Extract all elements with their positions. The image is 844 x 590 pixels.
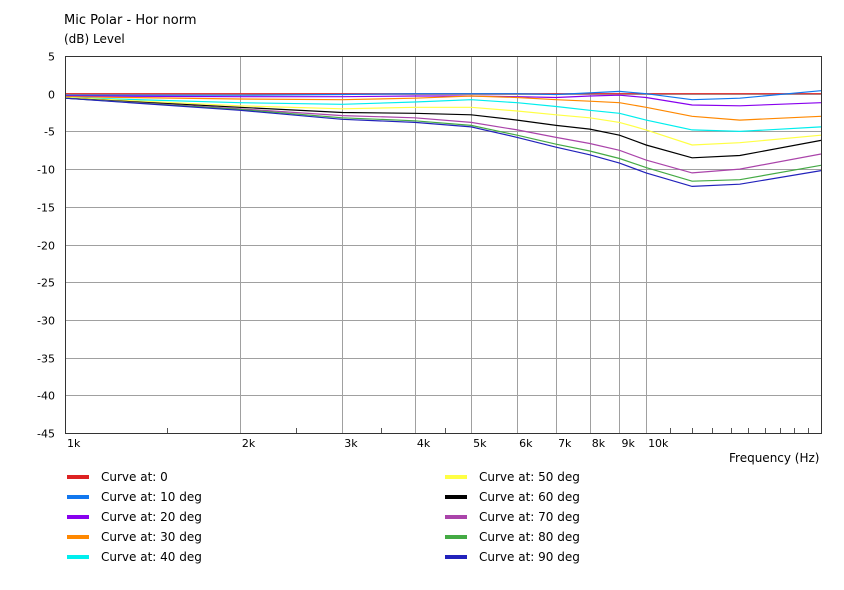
series-line-3 [64, 95, 822, 121]
x-tick-label: 10k [648, 437, 669, 450]
y-axis-label: (dB) Level [64, 32, 125, 46]
series-line-1 [65, 90, 822, 101]
series-group [64, 90, 822, 188]
x-tick-label: 8k [592, 437, 606, 450]
y-tick-label: -35 [37, 353, 55, 366]
y-tick-label: -5 [44, 126, 55, 139]
x-axis-label: Frequency (Hz) [729, 451, 820, 465]
y-tick-label: -40 [37, 390, 55, 403]
y-tick-label: 5 [48, 51, 55, 64]
grid [65, 56, 821, 434]
series-line-6 [64, 97, 822, 159]
x-tick-label: 6k [519, 437, 533, 450]
y-tick-label: 0 [48, 89, 55, 102]
y-tick-label: -15 [37, 202, 55, 215]
x-tick-label: 2k [242, 437, 256, 450]
x-tick-label: 7k [558, 437, 572, 450]
series-line-8 [64, 97, 822, 182]
x-tick-label: 9k [621, 437, 635, 450]
series-line-7 [64, 97, 822, 174]
x-tick-label: 1k [67, 437, 81, 450]
y-tick-label: -10 [37, 164, 55, 177]
tick-labels: 5 0 -5 -10 -15 -20 -25 -30 -35 -40 -45 1k 2k 3k 4k 5k 6k… [37, 51, 669, 451]
y-tick-label: -30 [37, 315, 55, 328]
y-tick-label: -25 [37, 277, 55, 290]
plot-frame [65, 56, 822, 434]
x-tick-label: 5k [473, 437, 487, 450]
x-tick-label: 4k [417, 437, 431, 450]
series-line-2 [64, 94, 822, 107]
chart-title: Mic Polar - Hor norm [64, 13, 197, 28]
series-line-4 [64, 96, 822, 133]
series-line-9 [64, 97, 822, 188]
y-tick-label: -20 [37, 240, 55, 253]
x-tick-label: 3k [344, 437, 358, 450]
y-tick-label: -45 [37, 428, 55, 441]
series-line-5 [64, 96, 822, 146]
